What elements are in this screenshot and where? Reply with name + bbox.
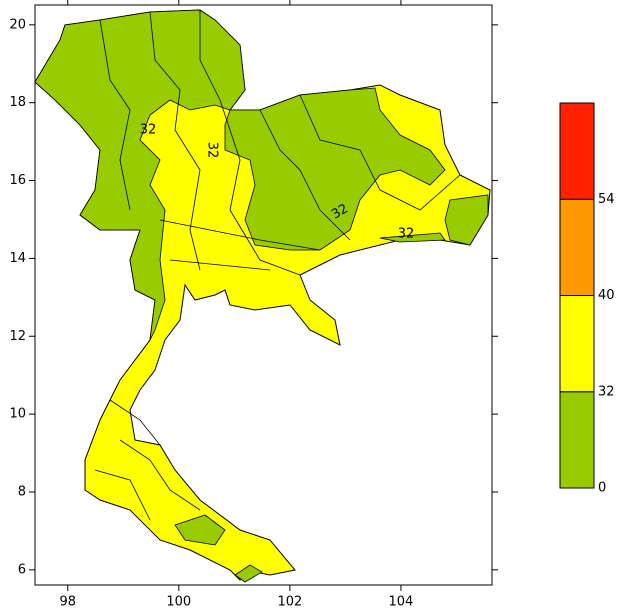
y-tick-label: 20	[9, 17, 26, 32]
x-tick-label: 98	[59, 595, 76, 610]
border	[299, 94, 461, 211]
border	[169, 259, 271, 271]
province-borders	[94, 10, 461, 521]
green-zone-south	[174, 514, 226, 546]
colorbar-label: 0	[598, 481, 606, 496]
colorbar-box	[559, 198, 595, 296]
colorbar-box	[559, 295, 595, 393]
axes: 98 100 102 104 6 8 10 12 14 16 18 20	[9, 0, 498, 610]
colorbar: 0 32 40 54	[559, 102, 615, 496]
x-tick-label: 100	[166, 595, 191, 610]
colorbar-box	[559, 102, 595, 200]
contour-label: 32	[398, 227, 415, 242]
y-tick-label: 16	[9, 173, 26, 188]
border	[149, 11, 201, 271]
x-tick-label: 104	[389, 595, 414, 610]
border	[99, 19, 131, 211]
contour-label: 32	[140, 123, 157, 138]
y-tick-label: 6	[18, 562, 26, 577]
border	[94, 469, 151, 521]
border	[119, 439, 201, 511]
y-tick-label: 18	[9, 95, 26, 110]
y-tick-label: 10	[9, 407, 26, 422]
border	[159, 219, 321, 251]
contour-labels: 32 32 32 32	[140, 123, 415, 242]
y-tick-label: 14	[9, 251, 26, 266]
green-zone-lake	[379, 232, 446, 243]
green-zone-northeast	[224, 87, 446, 251]
contour-label: 32	[329, 201, 351, 222]
colorbar-box	[559, 391, 595, 489]
colorbar-label: 32	[598, 384, 615, 399]
colorbar-label: 54	[598, 192, 615, 207]
green-zone-east	[444, 194, 489, 246]
colorbar-label: 40	[598, 288, 615, 303]
border	[259, 109, 351, 241]
border	[199, 10, 301, 276]
y-tick-label: 8	[18, 484, 26, 499]
border	[109, 399, 161, 446]
green-zone-tip	[234, 564, 263, 583]
land	[34, 9, 491, 583]
y-tick-label: 12	[9, 329, 26, 344]
contour-label: 32	[205, 142, 220, 159]
x-tick-label: 102	[277, 595, 302, 610]
green-zone-north	[34, 9, 246, 341]
plot-frame	[34, 4, 493, 586]
